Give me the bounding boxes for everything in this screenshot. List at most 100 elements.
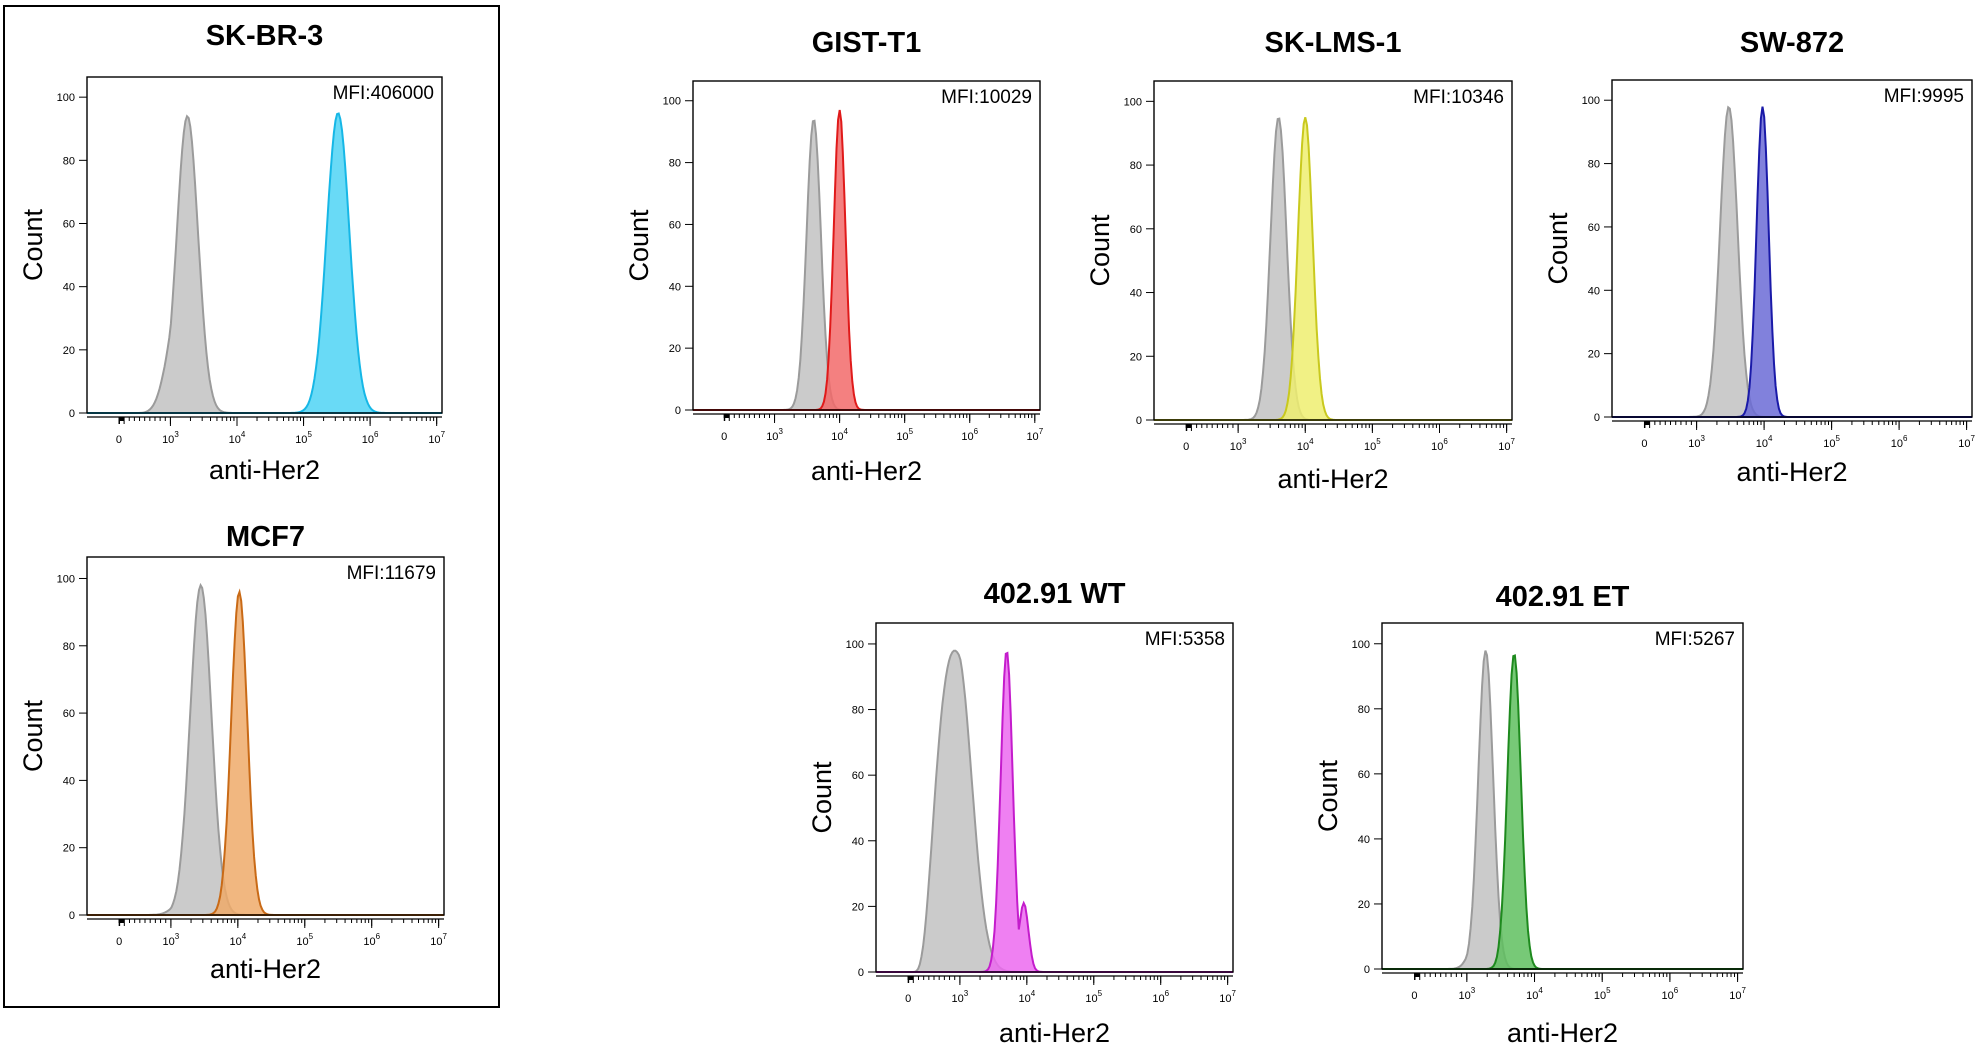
x-tick-label: 107 [1219,989,1236,1005]
y-tick-label: 100 [57,92,75,104]
panel-title: GIST-T1 [812,27,922,59]
isotype-control-histogram [876,649,1233,973]
mfi-annotation: MFI:10029 [941,87,1032,108]
plot-frame [1381,622,1744,970]
x-tick-label: 107 [430,932,447,948]
y-tick-label: 20 [63,843,75,855]
y-tick-label: 20 [63,345,75,357]
histogram-panel: MCF7 0 20 40 60 80 100 0 103 104 105 106 107 anti-Her… [18,521,448,984]
x-tick-label: 105 [896,427,913,443]
left-group-border [3,5,500,1008]
plot-frame [692,80,1041,411]
anti-her2-histogram [1154,117,1512,421]
y-tick-label: 100 [846,639,864,651]
x-tick-label: 0 [116,434,122,446]
y-tick-label: 0 [69,408,75,420]
y-tick-label: 40 [63,282,75,294]
x-tick-label: 103 [1688,434,1705,450]
y-tick-label: 100 [1124,96,1142,108]
y-axis-label: Count [624,209,654,282]
x-axis-label: anti-Her2 [1277,464,1388,494]
isotype-control-histogram [1612,105,1972,418]
y-tick-label: 80 [63,155,75,167]
histogram-panels: SK-BR-3 0 20 40 60 80 100 0 103 104 105 106 107 anti-… [18,20,1975,1048]
x-tick-label: 106 [362,430,379,446]
anti-her2-histogram [87,588,444,916]
x-tick-label: 0 [721,431,727,443]
x-tick-label: 106 [1891,434,1908,450]
x-tick-label: 103 [952,989,969,1005]
x-tick-label: 106 [1152,989,1169,1005]
mfi-annotation: MFI:11679 [347,563,436,584]
plot-frame [86,76,443,414]
mfi-annotation: MFI:406000 [333,83,434,104]
y-axis-label: Count [18,208,48,281]
y-tick-label: 60 [1358,769,1370,781]
y-tick-label: 100 [1352,639,1370,651]
x-axis-label: anti-Her2 [1736,457,1847,487]
y-tick-label: 0 [1136,415,1142,427]
y-tick-label: 40 [63,775,75,787]
x-tick-label: 104 [229,430,246,446]
histogram-panel: SK-LMS-1 0 20 40 60 80 100 0 103 104 105 106 107 anti… [1085,27,1516,494]
x-axis-label: anti-Her2 [209,455,320,485]
y-tick-label: 60 [852,770,864,782]
x-tick-label: 106 [1662,986,1679,1002]
y-axis-label: Count [1543,212,1573,285]
x-tick-label: 103 [162,430,179,446]
x-tick-label: 105 [296,932,313,948]
y-tick-label: 60 [63,218,75,230]
y-tick-label: 60 [1130,224,1142,236]
panel-title: 402.91 ET [1496,581,1630,613]
y-tick-label: 20 [1358,899,1370,911]
y-tick-label: 20 [1588,349,1600,361]
y-tick-label: 20 [852,901,864,913]
plot-frame [1153,80,1513,421]
x-tick-label: 106 [363,932,380,948]
isotype-control-histogram [1382,650,1743,970]
y-tick-label: 60 [1588,222,1600,234]
y-tick-label: 40 [852,836,864,848]
isotype-control-histogram [87,582,444,916]
x-tick-label: 107 [1026,427,1043,443]
x-tick-label: 106 [961,427,978,443]
isotype-control-histogram [1154,117,1512,421]
mfi-annotation: MFI:10346 [1413,87,1504,108]
y-tick-label: 80 [1358,704,1370,716]
x-axis-label: anti-Her2 [999,1018,1110,1048]
y-tick-label: 80 [852,705,864,717]
isotype-control-histogram [693,119,1040,411]
x-axis-label: anti-Her2 [210,954,321,984]
anti-her2-histogram [1612,106,1972,418]
y-tick-label: 20 [1130,351,1142,363]
y-tick-label: 40 [1588,285,1600,297]
y-tick-label: 100 [57,573,75,585]
y-tick-label: 60 [63,708,75,720]
histogram-panel: 402.91 WT 0 20 40 60 80 100 0 103 104 105 106 107 ant… [807,578,1237,1048]
x-tick-label: 0 [1183,441,1189,453]
x-tick-label: 105 [1364,437,1381,453]
plot-frame [1611,79,1973,418]
x-tick-label: 104 [831,427,848,443]
y-tick-label: 80 [1588,159,1600,171]
x-tick-label: 104 [1526,986,1543,1002]
y-tick-label: 0 [675,405,681,417]
x-tick-label: 0 [1641,438,1647,450]
panel-title: 402.91 WT [984,578,1126,610]
x-axis-label: anti-Her2 [811,456,922,486]
x-tick-label: 0 [116,936,122,948]
y-tick-label: 100 [663,96,681,108]
x-tick-label: 103 [1458,986,1475,1002]
y-tick-label: 80 [1130,160,1142,172]
x-tick-label: 105 [1823,434,1840,450]
x-tick-label: 0 [905,993,911,1005]
panel-title: SK-LMS-1 [1265,27,1402,59]
histogram-panel: GIST-T1 0 20 40 60 80 100 0 103 104 105 106 107 anti-… [624,27,1044,486]
plot-frame [875,622,1234,973]
mfi-annotation: MFI:5358 [1145,629,1225,650]
anti-her2-histogram [693,109,1040,411]
histogram-panel: 402.91 ET 0 20 40 60 80 100 0 103 104 105 106 107 ant… [1313,581,1746,1048]
x-axis-label: anti-Her2 [1507,1018,1618,1048]
x-tick-label: 104 [1756,434,1773,450]
